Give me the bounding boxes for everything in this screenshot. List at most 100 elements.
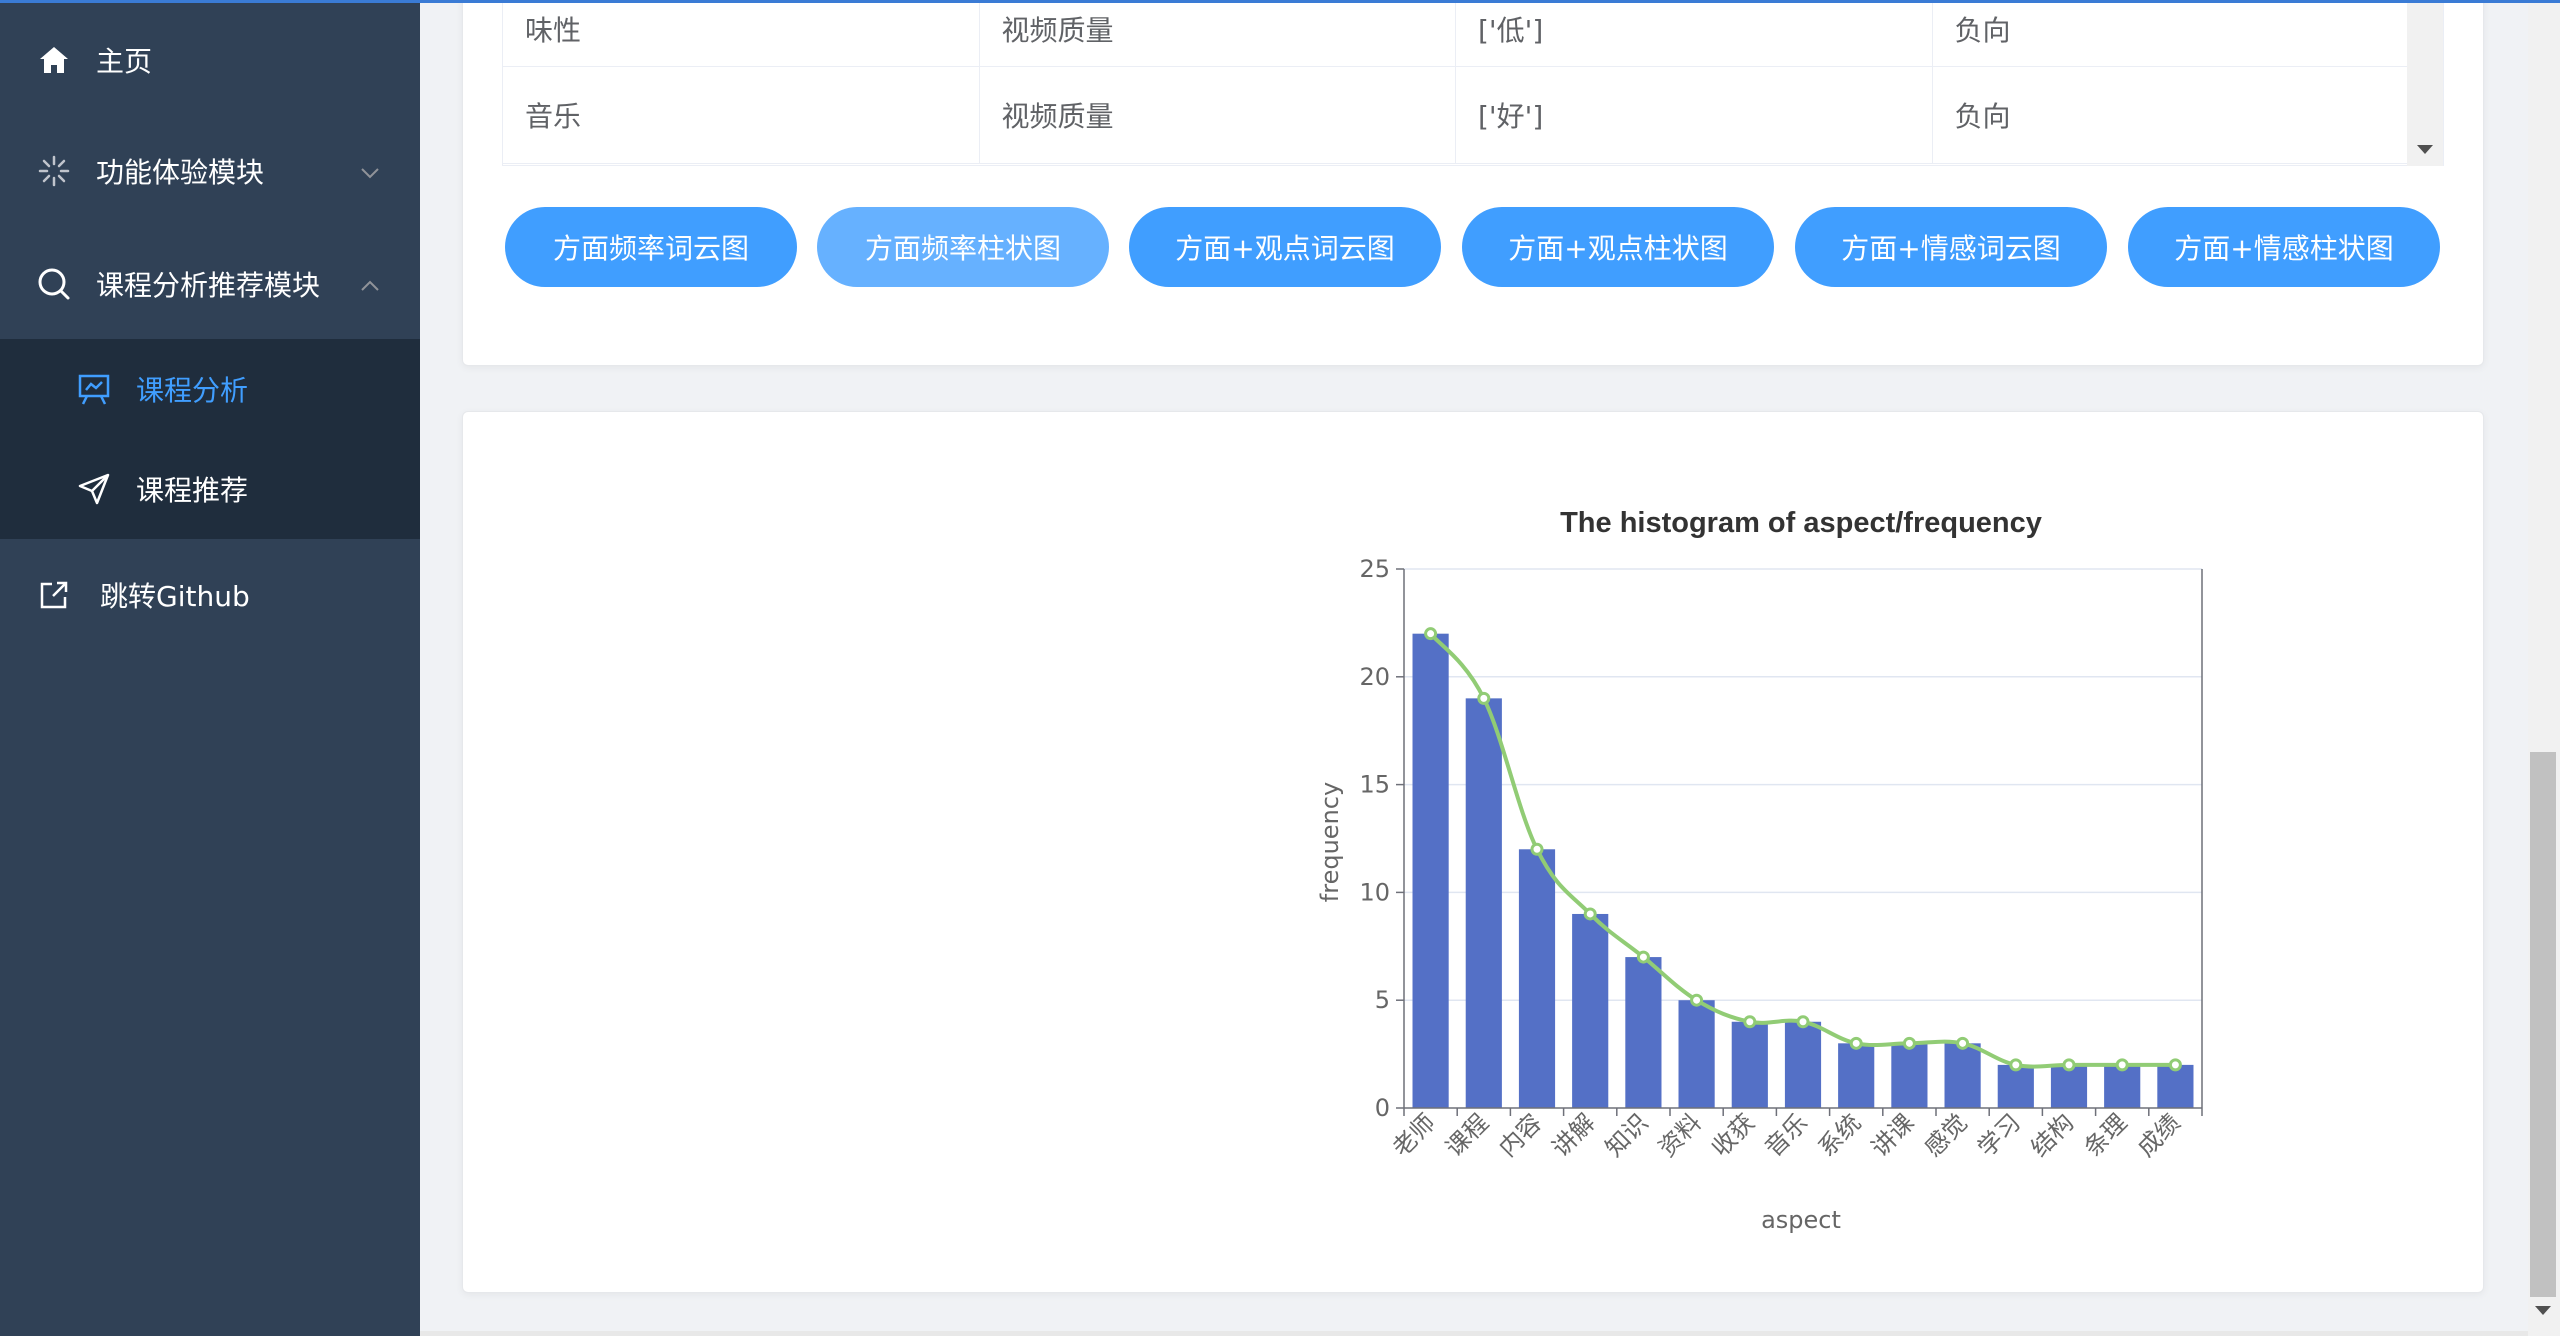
bottom-divider	[420, 1331, 2528, 1336]
y-tick-label: 5	[1375, 986, 1390, 1014]
aspect-frequency-chart: The histogram of aspect/frequency 0 5 10 15…	[1316, 507, 2203, 1234]
table-cell: 视频质量	[980, 67, 1456, 163]
chart-bar	[1572, 913, 1609, 1108]
trend-point	[2168, 1058, 2182, 1072]
sidebar-item-label: 课程推荐	[136, 474, 249, 507]
trend-point	[2062, 1058, 2076, 1072]
x-tick-label: 学习	[1972, 1108, 2026, 1162]
chart-bar	[1625, 957, 1662, 1108]
x-tick-label: 成绩	[2132, 1108, 2186, 1162]
trend-line	[1429, 632, 2176, 1069]
aspect-table: 味性 视频质量 ['低'] 负向 音乐 视频质量 ['好'] 负向	[502, 0, 2444, 166]
x-tick-label: 讲解	[1547, 1108, 1601, 1162]
presentation-icon	[76, 371, 112, 407]
sidebar-item-course-module[interactable]: 课程分析推荐模块	[0, 229, 420, 339]
sidebar-item-course-recommend[interactable]: 课程推荐	[0, 439, 420, 539]
chart-bar	[1838, 1043, 1875, 1108]
chart-bar	[1412, 633, 1449, 1108]
home-icon	[36, 42, 72, 78]
trend-point	[1849, 1036, 1863, 1050]
y-axis: 0 5 10 15 20 25	[1359, 555, 2203, 1122]
aspect-freq-bar-button[interactable]: 方面频率柱状图	[817, 207, 1109, 287]
chart-bar	[2104, 1064, 2141, 1108]
trend-point	[1583, 907, 1597, 921]
page-scroll-down-icon[interactable]	[2535, 1306, 2551, 1315]
y-tick-label: 0	[1375, 1094, 1390, 1122]
top-accent-line	[0, 0, 2560, 3]
chart-line	[1424, 627, 2182, 1072]
trend-point	[2009, 1058, 2023, 1072]
aspect-sentiment-bar-button[interactable]: 方面+情感柱状图	[2128, 207, 2440, 287]
trend-point	[1636, 950, 1650, 964]
chart-bar	[1997, 1064, 2034, 1108]
trend-point	[1956, 1036, 1970, 1050]
sidebar-item-github[interactable]: 跳转Github	[0, 540, 420, 650]
submenu	[0, 339, 420, 539]
x-tick-label: 音乐	[1760, 1108, 1814, 1162]
table-cell: ['好']	[1456, 67, 1933, 163]
trend-point	[1796, 1015, 1810, 1029]
y-tick-label: 10	[1359, 878, 1390, 906]
send-icon	[76, 471, 112, 507]
trend-point	[1477, 691, 1491, 705]
table-cell: 负向	[1933, 0, 2409, 66]
aspect-opinion-bar-button[interactable]: 方面+观点柱状图	[1462, 207, 1774, 287]
x-tick-label: 讲课	[1866, 1108, 1920, 1162]
y-tick-label: 20	[1359, 663, 1390, 691]
chart-bar	[1678, 1000, 1715, 1108]
chart-bar	[2157, 1064, 2194, 1108]
trend-point	[2115, 1058, 2129, 1072]
trend-point	[1530, 842, 1544, 856]
search-icon	[36, 266, 72, 302]
y-tick-label: 25	[1359, 555, 1390, 583]
trend-point	[1743, 1015, 1757, 1029]
sidebar-item-label: 主页	[96, 45, 153, 78]
page-scrollbar-thumb[interactable]	[2530, 752, 2556, 1297]
x-tick-label: 条理	[2079, 1108, 2133, 1162]
x-tick-label: 系统	[1813, 1108, 1867, 1162]
sidebar-item-feature-module[interactable]: 功能体验模块	[0, 116, 420, 226]
x-tick-label: 知识	[1600, 1108, 1654, 1162]
x-axis: 老师 课程 内容 讲解 知识 资料 收获 音乐 系统 讲课 感觉 学习 结构 条理 成绩	[1387, 1107, 2203, 1162]
table-cell: 音乐	[503, 67, 980, 163]
x-axis-label: aspect	[1761, 1206, 1841, 1234]
chart-bar	[2050, 1064, 2088, 1108]
sidebar: 主页 功能体验模块 课程分析推荐模块	[0, 0, 420, 1336]
chart-bar	[1891, 1043, 1928, 1108]
chevron-up-icon	[358, 272, 382, 296]
chart-bar	[1784, 1021, 1822, 1108]
x-tick-label: 结构	[2026, 1108, 2080, 1162]
chart-bar	[1465, 698, 1502, 1108]
sidebar-item-label: 课程分析	[136, 374, 249, 407]
sidebar-item-label: 课程分析推荐模块	[96, 269, 321, 302]
chevron-down-icon	[358, 159, 382, 183]
table-cell: ['低']	[1456, 0, 1933, 66]
aspect-freq-wordcloud-button[interactable]: 方面频率词云图	[505, 207, 797, 287]
y-tick-label: 15	[1359, 771, 1390, 799]
sidebar-item-home[interactable]: 主页	[0, 5, 420, 115]
x-tick-label: 收获	[1706, 1108, 1760, 1162]
table-cell: 味性	[503, 0, 980, 66]
chart-title: The histogram of aspect/frequency	[1560, 507, 2042, 539]
trend-point	[1424, 627, 1438, 641]
chart-bar	[1518, 849, 1556, 1108]
x-tick-label: 资料	[1653, 1108, 1707, 1162]
aspect-sentiment-wordcloud-button[interactable]: 方面+情感词云图	[1795, 207, 2107, 287]
table-scrollbar[interactable]	[2407, 0, 2443, 166]
trend-point	[1902, 1036, 1916, 1050]
external-link-icon	[36, 577, 72, 613]
chart-bar	[1731, 1021, 1768, 1108]
sidebar-item-label: 跳转Github	[100, 580, 250, 613]
table-row: 音乐 视频质量 ['好'] 负向	[503, 67, 2409, 164]
x-tick-label: 老师	[1387, 1108, 1441, 1162]
loading-icon	[36, 153, 72, 189]
x-tick-label: 课程	[1440, 1108, 1494, 1162]
scroll-down-icon[interactable]	[2417, 145, 2433, 154]
chart-bar	[1944, 1043, 1981, 1108]
trend-point	[1690, 993, 1704, 1007]
aspect-opinion-wordcloud-button[interactable]: 方面+观点词云图	[1129, 207, 1441, 287]
x-tick-label: 感觉	[1919, 1108, 1973, 1162]
table-card	[462, 0, 2484, 366]
sidebar-item-label: 功能体验模块	[96, 156, 265, 189]
sidebar-item-course-analysis[interactable]: 课程分析	[0, 339, 420, 439]
